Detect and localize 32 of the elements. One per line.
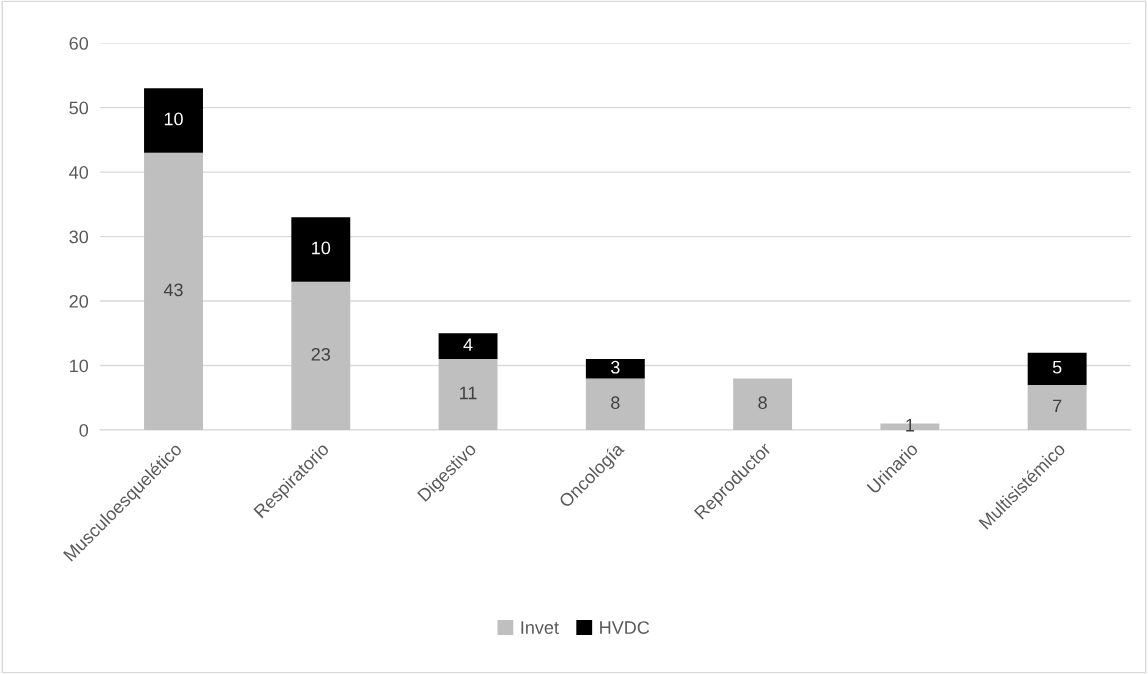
bar [291, 217, 351, 282]
bar [733, 378, 793, 431]
data-label: 5 [1052, 361, 1062, 374]
legend-label: Invet [521, 621, 559, 634]
y-tick-label: 20 [69, 294, 89, 308]
bar [438, 333, 498, 360]
data-label: 8 [758, 396, 767, 410]
y-tick-label: 0 [79, 423, 89, 437]
data-label: 11 [460, 386, 477, 400]
data-label: 4 [463, 338, 473, 351]
bar [144, 152, 203, 431]
bar [585, 359, 645, 379]
y-tick-label: 60 [69, 37, 89, 50]
data-label: 10 [312, 241, 331, 255]
bar [585, 378, 645, 431]
y-tick-label: 10 [70, 359, 89, 373]
y-tick-label: 50 [69, 101, 89, 115]
data-label: 23 [311, 347, 331, 361]
bar [438, 359, 498, 431]
legend-label: HVDC [600, 621, 650, 634]
bar [291, 281, 351, 431]
data-label: 3 [611, 360, 620, 374]
bar [144, 88, 203, 153]
data-label: 8 [611, 396, 620, 410]
data-label: 1 [906, 419, 915, 432]
bar [1027, 352, 1087, 385]
y-tick-label: 30 [69, 230, 89, 244]
bar [1027, 384, 1087, 431]
data-label: 7 [1053, 399, 1062, 413]
data-label: 43 [163, 283, 183, 297]
data-label: 10 [164, 112, 183, 126]
y-tick-label: 40 [69, 166, 89, 179]
